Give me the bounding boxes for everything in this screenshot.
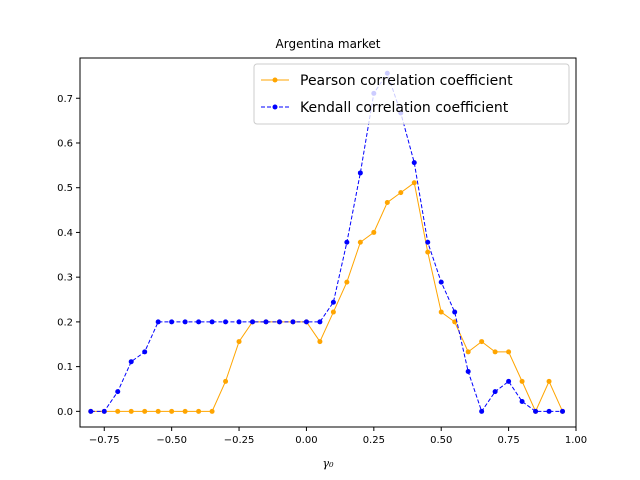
y-tick-label: 0.3 [57, 273, 73, 284]
series-0-point [169, 408, 175, 414]
series-line-0 [90, 181, 563, 413]
series-1-point [115, 389, 121, 395]
y-tick-label: 0.0 [57, 407, 73, 418]
series-1-point [182, 319, 188, 325]
series-1-point [276, 319, 282, 325]
series-1-point [209, 319, 215, 325]
series-0-point [452, 319, 458, 325]
legend-box [253, 63, 570, 125]
legend-label-0: Pearson correlation coefficient [300, 73, 513, 89]
y-tick-label: 0.6 [57, 138, 73, 149]
series-0-point [425, 249, 431, 255]
series-1-point [533, 408, 539, 414]
series-0-point [128, 408, 134, 414]
series-0-point [492, 349, 498, 355]
series-0-point [330, 309, 336, 315]
series-1-point [88, 408, 94, 414]
y-tick-label: 0.7 [57, 94, 73, 105]
y-tick-label: 0.5 [57, 183, 73, 194]
series-1-point [357, 170, 363, 176]
series-1-point [560, 408, 566, 414]
series-1-point [142, 349, 148, 355]
series-0-point [236, 339, 242, 345]
x-tick-label: 1.00 [565, 435, 587, 446]
y-tick-label: 0.2 [57, 317, 73, 328]
y-axis: 0.0 0.1 0.2 0.3 0.4 0.5 0.6 0.7 [57, 94, 80, 418]
series-1-point [236, 319, 242, 325]
series-0-point [411, 180, 417, 186]
x-tick-label: 0.50 [430, 435, 452, 446]
series-1-point [317, 319, 323, 325]
series-1-point [425, 239, 431, 245]
series-0-point [479, 339, 485, 345]
series-1-point [250, 319, 256, 325]
series-0-point [223, 378, 229, 384]
chart-title: Argentina market [276, 37, 381, 51]
x-axis-label: γ₀ [323, 457, 335, 470]
series-1-point [519, 399, 525, 405]
series-1-point [479, 408, 485, 414]
series-0-point [209, 408, 215, 414]
series-0-point [196, 408, 202, 414]
series-0-point [115, 408, 121, 414]
series-0-point [506, 349, 512, 355]
series-1-point [101, 408, 107, 414]
series-1-point [169, 319, 175, 325]
x-tick-label: −0.75 [89, 435, 120, 446]
y-tick-label: 0.4 [57, 228, 73, 239]
plot-area [88, 70, 566, 414]
series-1-point [196, 319, 202, 325]
series-0-point [344, 279, 350, 285]
series-1-point [465, 369, 471, 375]
series-1-point [438, 279, 444, 285]
series-0-point [155, 408, 161, 414]
series-0-point [371, 229, 377, 235]
legend: Pearson correlation coefficient Kendall c… [253, 63, 570, 125]
legend-marker-0 [272, 77, 278, 83]
x-tick-label: 0.75 [497, 435, 519, 446]
series-0-point [438, 309, 444, 315]
series-0-point [357, 239, 363, 245]
x-tick-label: 0.00 [295, 435, 317, 446]
series-1-point [492, 389, 498, 395]
legend-marker-1 [272, 104, 278, 110]
axes-frame [79, 57, 577, 428]
series-0-point [142, 408, 148, 414]
series-1-point [290, 319, 296, 325]
series-1-point [128, 359, 134, 365]
series-1-point [546, 408, 552, 414]
series-0-point [384, 199, 390, 205]
series-1-point [411, 160, 417, 166]
series-1-point [303, 319, 309, 325]
series-1-point [223, 319, 229, 325]
series-1-point [452, 309, 458, 315]
series-0-point [182, 408, 188, 414]
x-tick-label: −0.50 [156, 435, 187, 446]
y-tick-label: 0.1 [57, 362, 73, 373]
series-1-point [263, 319, 269, 325]
x-tick-label: −0.25 [224, 435, 255, 446]
x-axis: −0.75 −0.50 −0.25 0.00 0.25 0.50 0.75 1.00 [89, 427, 587, 446]
legend-label-1: Kendall correlation coefficient [300, 100, 509, 116]
series-1-point [155, 319, 161, 325]
series-0-point [398, 190, 404, 196]
series-0-point [465, 349, 471, 355]
series-1-point [330, 299, 336, 305]
series-0-point [519, 378, 525, 384]
x-tick-label: 0.25 [363, 435, 385, 446]
series-0-point [546, 378, 552, 384]
series-1-point [506, 378, 512, 384]
series-0-point [317, 339, 323, 345]
series-1-point [344, 239, 350, 245]
